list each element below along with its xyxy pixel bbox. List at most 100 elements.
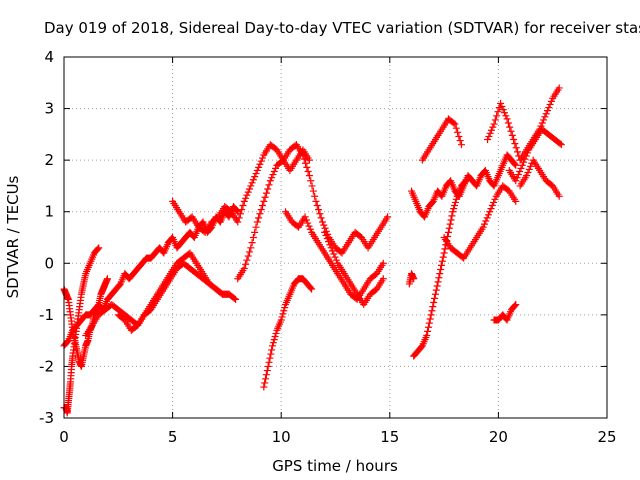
data-point-arc8-1 xyxy=(264,362,272,370)
data-point-arc10-1-2 xyxy=(330,250,338,258)
data-point-arc14-6 xyxy=(479,223,487,231)
data-point-arc7-2 xyxy=(247,244,255,252)
series-arc9 xyxy=(282,208,387,303)
data-point-arc16-0 xyxy=(484,136,492,144)
data-point-arc16-2 xyxy=(497,99,505,107)
data-point-arc7-11 xyxy=(305,172,313,180)
data-point-arc12-3-2 xyxy=(424,323,432,331)
data-point-arc7-2-4 xyxy=(252,223,260,231)
data-point-arc14-7-1 xyxy=(487,205,495,213)
data-point-arc9-3-3 xyxy=(305,222,313,230)
data-point-arc12-9-2 xyxy=(451,202,459,210)
plot-frame xyxy=(63,56,608,419)
data-point-arc16-3-3 xyxy=(507,127,515,135)
data-point-arc7-3-4 xyxy=(259,202,267,210)
data-point-arc7-5-1 xyxy=(268,174,276,182)
data-point-arc16-9-1 xyxy=(543,107,551,115)
chart-title: Day 019 of 2018, Sidereal Day-to-day VTE… xyxy=(44,19,640,37)
data-point-arc12-6 xyxy=(436,270,444,278)
data-point-arc6-10-3 xyxy=(238,206,246,214)
data-point-arc12-9-4 xyxy=(452,195,460,203)
data-point-arc6-13-1 xyxy=(255,163,263,171)
data-point-arc16-4-3 xyxy=(514,148,522,156)
data-point-arc7-12-1 xyxy=(313,202,321,210)
data-point-arc17-1-3 xyxy=(516,167,524,175)
series-arc10 xyxy=(321,228,387,309)
data-point-arc1-39-4 xyxy=(233,207,241,215)
series-arc11 xyxy=(408,151,520,221)
data-point-arc7-4 xyxy=(260,197,268,205)
x-tick-label: 20 xyxy=(489,428,508,446)
data-point-arc7-5 xyxy=(266,177,274,185)
data-point-arc12-9-3 xyxy=(451,198,459,206)
data-point-arc6-11-3 xyxy=(244,188,252,196)
data-point-arc12-9-1 xyxy=(450,205,458,213)
data-point-arc6-13-3 xyxy=(257,157,265,165)
data-point-arc7-13 xyxy=(318,218,326,226)
data-point-arc10-1-1 xyxy=(328,247,336,255)
y-tick-label: -2 xyxy=(39,357,54,375)
data-point-arc16-1-1 xyxy=(491,116,499,124)
series-arc5 xyxy=(114,259,233,334)
data-point-arc7-10 xyxy=(299,151,307,159)
data-point-arc12-3-1 xyxy=(424,327,432,335)
data-point-arc10-0-4 xyxy=(326,241,334,249)
y-tick-label: 1 xyxy=(44,203,54,221)
data-point-arc8-2 xyxy=(269,342,277,350)
data-point-arc16-4 xyxy=(510,136,518,144)
data-point-arc12-8-1 xyxy=(445,224,453,232)
data-point-arc6-10 xyxy=(234,218,242,226)
series-arc14 xyxy=(440,182,520,262)
data-point-arc10-0-3 xyxy=(325,238,333,246)
data-point-arc17-1-4 xyxy=(517,164,525,172)
data-point-arc7-12-2 xyxy=(315,206,323,214)
data-point-arc7-1-2 xyxy=(243,256,251,264)
y-tick-label: 2 xyxy=(44,151,54,169)
series-arc8 xyxy=(260,275,316,391)
data-point-arc14-7-3 xyxy=(490,198,498,206)
data-point-arc6-10-1 xyxy=(235,214,243,222)
data-point-arc3-16 xyxy=(95,244,103,252)
y-tick-label: 3 xyxy=(44,100,54,118)
data-point-arc8-1-4 xyxy=(268,346,276,354)
series-arc12 xyxy=(410,177,470,360)
data-point-arc12-6-4 xyxy=(439,253,447,261)
y-tick-label: -1 xyxy=(39,306,54,324)
data-point-arc14-7-2 xyxy=(488,202,496,210)
data-point-arc7-4-4 xyxy=(265,181,273,189)
data-point-arc12-5-2 xyxy=(433,282,441,290)
data-point-arc16-1 xyxy=(490,120,498,128)
data-point-arc7-4-1 xyxy=(261,193,269,201)
data-point-arc12-5-4 xyxy=(435,274,443,282)
data-point-arc12-11-4 xyxy=(461,178,469,186)
grid-lines xyxy=(64,57,607,418)
data-point-arc8-1-2 xyxy=(266,354,274,362)
y-tick-label: 0 xyxy=(44,254,54,272)
data-point-arc10-1 xyxy=(327,244,335,252)
data-point-arc7-3 xyxy=(253,218,261,226)
data-point-arc16-2-3 xyxy=(500,109,508,117)
data-point-arc8-0-3 xyxy=(262,371,270,379)
data-point-arc10-0-1 xyxy=(322,231,330,239)
data-point-arc12-8-4 xyxy=(448,212,456,220)
axis-ticks: 0 5 10 15 20 25 -3 -2 -1 0 1 2 3 4 xyxy=(39,48,617,446)
data-point-arc7-4-2 xyxy=(262,189,270,197)
data-point-arc16-3-2 xyxy=(506,123,514,131)
data-point-arc12-4-2 xyxy=(429,303,437,311)
data-point-arc16-0-4 xyxy=(489,123,497,131)
data-point-arc6-13-4 xyxy=(259,154,267,162)
data-point-arc7-11-4 xyxy=(311,192,319,200)
data-point-arc7-23 xyxy=(384,213,392,221)
data-point-arc7-12-4 xyxy=(317,214,325,222)
data-point-arc16-2-2 xyxy=(499,106,507,114)
data-point-arc9-3-1 xyxy=(302,216,310,224)
data-point-arc14-11 xyxy=(512,197,520,205)
data-point-arc7-3-2 xyxy=(256,210,264,218)
data-point-arc10-0-2 xyxy=(323,235,331,243)
data-point-arc12-9 xyxy=(449,208,457,216)
data-point-arc6-13 xyxy=(253,166,261,174)
data-point-arc14-7-4 xyxy=(491,195,499,203)
data-point-arc7-3-3 xyxy=(257,206,265,214)
x-tick-label: 5 xyxy=(168,428,178,446)
